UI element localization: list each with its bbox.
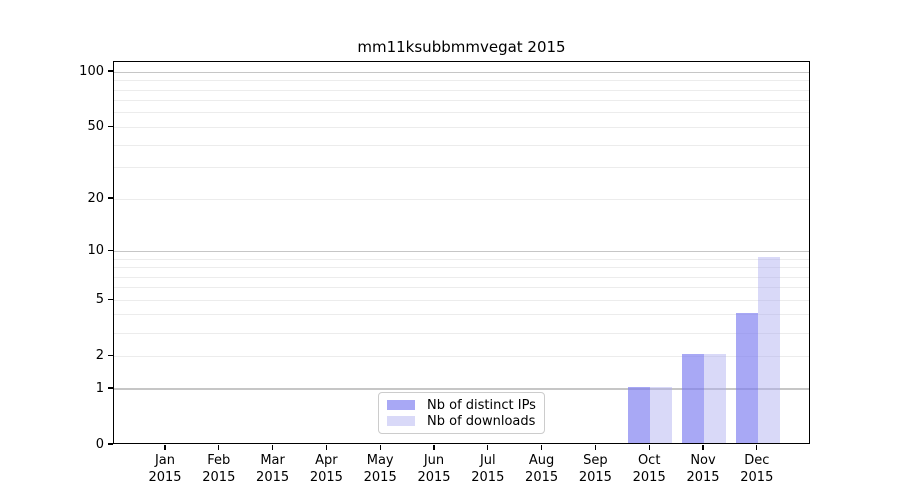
x-tick-label-sep-2015: Sep 2015 <box>578 453 612 485</box>
y-tick-label-2: 2 <box>95 347 104 363</box>
gridline-minor-30 <box>114 167 809 169</box>
bar-nb-of-downloads-dec-2015 <box>757 257 780 443</box>
y-tick-mark-20 <box>108 197 113 199</box>
x-tick-mark-feb-2015 <box>218 445 220 450</box>
gridline-minor-40 <box>114 144 809 146</box>
gridline-major-10 <box>114 250 809 252</box>
x-tick-mark-jan-2015 <box>164 445 166 450</box>
x-tick-label-apr-2015: Apr 2015 <box>309 453 343 485</box>
x-tick-mark-nov-2015 <box>702 445 704 450</box>
legend: Nb of distinct IPs Nb of downloads <box>378 392 545 434</box>
y-tick-mark-0 <box>108 443 113 445</box>
y-tick-label-20: 20 <box>87 190 104 206</box>
x-tick-mark-apr-2015 <box>325 445 328 450</box>
gridline-minor-9 <box>114 258 809 260</box>
gridline-minor-2 <box>114 355 809 357</box>
x-tick-label-feb-2015: Feb 2015 <box>202 453 236 485</box>
bar-nb-of-distinct-ips-dec-2015 <box>735 313 758 443</box>
y-tick-label-1: 1 <box>95 380 104 396</box>
gridline-minor-6 <box>114 287 809 289</box>
legend-swatch-downloads <box>387 416 415 426</box>
legend-label-downloads: Nb of downloads <box>427 413 536 429</box>
legend-row-distinct-ips: Nb of distinct IPs <box>387 397 536 413</box>
y-tick-label-5: 5 <box>95 291 104 307</box>
y-tick-mark-10 <box>108 249 113 251</box>
x-tick-label-may-2015: May 2015 <box>363 453 397 485</box>
legend-swatch-distinct-ips <box>387 400 415 410</box>
y-tick-label-0: 0 <box>95 436 104 452</box>
gridline-major-100 <box>114 71 809 73</box>
y-tick-label-50: 50 <box>87 118 104 134</box>
x-tick-label-dec-2015: Dec 2015 <box>740 453 774 485</box>
x-tick-label-aug-2015: Aug 2015 <box>525 453 559 485</box>
y-tick-mark-50 <box>108 125 113 128</box>
x-tick-mark-jun-2015 <box>433 445 435 450</box>
gridline-minor-50 <box>114 126 809 128</box>
gridline-minor-8 <box>114 267 809 268</box>
gridline-minor-80 <box>114 89 809 91</box>
x-tick-mark-mar-2015 <box>271 445 274 450</box>
x-tick-label-jan-2015: Jan 2015 <box>148 453 182 485</box>
bar-nb-of-distinct-ips-oct-2015 <box>628 387 651 443</box>
x-tick-mark-sep-2015 <box>594 445 597 450</box>
gridline-minor-3 <box>114 332 809 334</box>
x-tick-label-jun-2015: Jun 2015 <box>417 453 451 485</box>
gridline-minor-20 <box>114 198 809 200</box>
gridline-minor-90 <box>114 80 809 82</box>
x-tick-mark-oct-2015 <box>648 445 650 450</box>
y-tick-mark-100 <box>108 70 113 72</box>
gridline-minor-60 <box>114 112 809 114</box>
plot-area <box>113 61 810 444</box>
y-tick-mark-2 <box>108 354 113 356</box>
x-tick-label-oct-2015: Oct 2015 <box>632 453 666 485</box>
y-tick-label-10: 10 <box>87 242 104 258</box>
bar-nb-of-distinct-ips-nov-2015 <box>682 354 704 443</box>
legend-row-downloads: Nb of downloads <box>387 413 536 429</box>
y-tick-mark-5 <box>108 298 113 300</box>
legend-label-distinct-ips: Nb of distinct IPs <box>427 397 536 413</box>
gridline-major-1 <box>114 388 809 390</box>
gridline-minor-4 <box>114 314 809 316</box>
x-tick-mark-aug-2015 <box>540 445 543 450</box>
gridline-minor-5 <box>114 299 809 301</box>
bar-nb-of-downloads-oct-2015 <box>650 387 673 443</box>
x-tick-mark-dec-2015 <box>756 445 758 450</box>
gridline-minor-70 <box>114 100 809 102</box>
x-tick-mark-may-2015 <box>379 445 381 450</box>
x-tick-mark-jul-2015 <box>487 445 489 450</box>
chart-title: mm11ksubbmmvegat 2015 <box>357 38 566 56</box>
x-tick-label-nov-2015: Nov 2015 <box>686 453 720 485</box>
bar-nb-of-downloads-nov-2015 <box>704 354 726 443</box>
x-tick-label-jul-2015: Jul 2015 <box>471 453 505 485</box>
y-tick-label-100: 100 <box>79 63 104 79</box>
x-tick-label-mar-2015: Mar 2015 <box>256 453 290 485</box>
y-tick-mark-1 <box>108 387 113 389</box>
gridline-minor-7 <box>114 276 809 278</box>
